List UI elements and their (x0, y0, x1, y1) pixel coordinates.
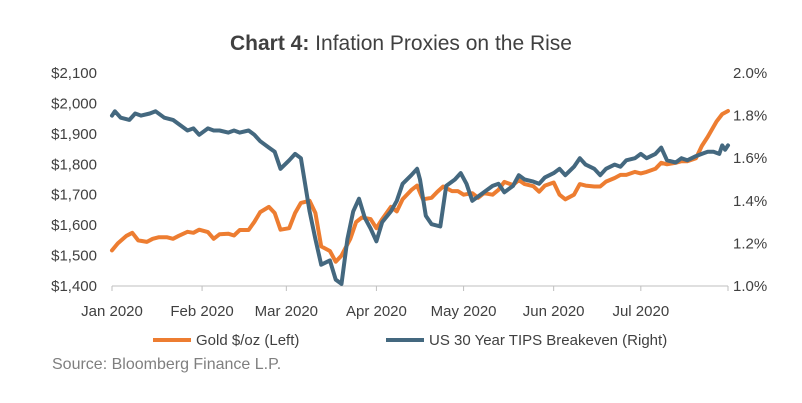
y-left-tick-label: $1,900 (51, 126, 97, 143)
y-right-tick-label: 2.0% (733, 65, 767, 82)
y-right-tick-label: 1.2% (733, 235, 767, 252)
x-tick-label: Mar 2020 (255, 303, 318, 320)
x-tick-label: May 2020 (431, 303, 497, 320)
y-right-tick-label: 1.6% (733, 150, 767, 167)
y-left-tick-label: $1,700 (51, 187, 97, 204)
axes: $2,100 $2,000 $1,900 $1,800 $1,700 $1,600 $1,5… (51, 65, 767, 320)
y-left-tick-label: $1,400 (51, 278, 97, 295)
source-note: Source: Bloomberg Finance L.P. (52, 356, 282, 373)
y-left-tick-label: $1,500 (51, 248, 97, 265)
y-left-tick-label: $1,800 (51, 156, 97, 173)
y-right-tick-label: 1.0% (733, 278, 767, 295)
y-left-tick-label: $2,100 (51, 65, 97, 82)
legend-label-gold: Gold $/oz (Left) (196, 332, 299, 349)
x-tick-label: Feb 2020 (170, 303, 233, 320)
series-group (110, 109, 730, 286)
x-tick-label: Apr 2020 (346, 303, 407, 320)
y-left-tick-label: $1,600 (51, 217, 97, 234)
y-left-tick-label: $2,000 (51, 95, 97, 112)
x-tick-label: Jan 2020 (81, 303, 143, 320)
x-tick-label: Jun 2020 (523, 303, 585, 320)
x-tick-label: Jul 2020 (612, 303, 669, 320)
y-right-tick-label: 1.8% (733, 108, 767, 125)
chart-title-bold: Chart 4: (230, 32, 309, 55)
chart-title-rest: Infation Proxies on the Rise (309, 32, 572, 55)
series-line-tips-breakeven (110, 109, 730, 286)
series-line-gold (110, 109, 730, 264)
legend: Gold $/oz (Left) US 30 Year TIPS Breakev… (153, 332, 667, 349)
chart-title: Chart 4: Infation Proxies on the Rise (230, 32, 572, 55)
legend-label-tips: US 30 Year TIPS Breakeven (Right) (429, 332, 667, 349)
y-right-tick-label: 1.4% (733, 193, 767, 210)
